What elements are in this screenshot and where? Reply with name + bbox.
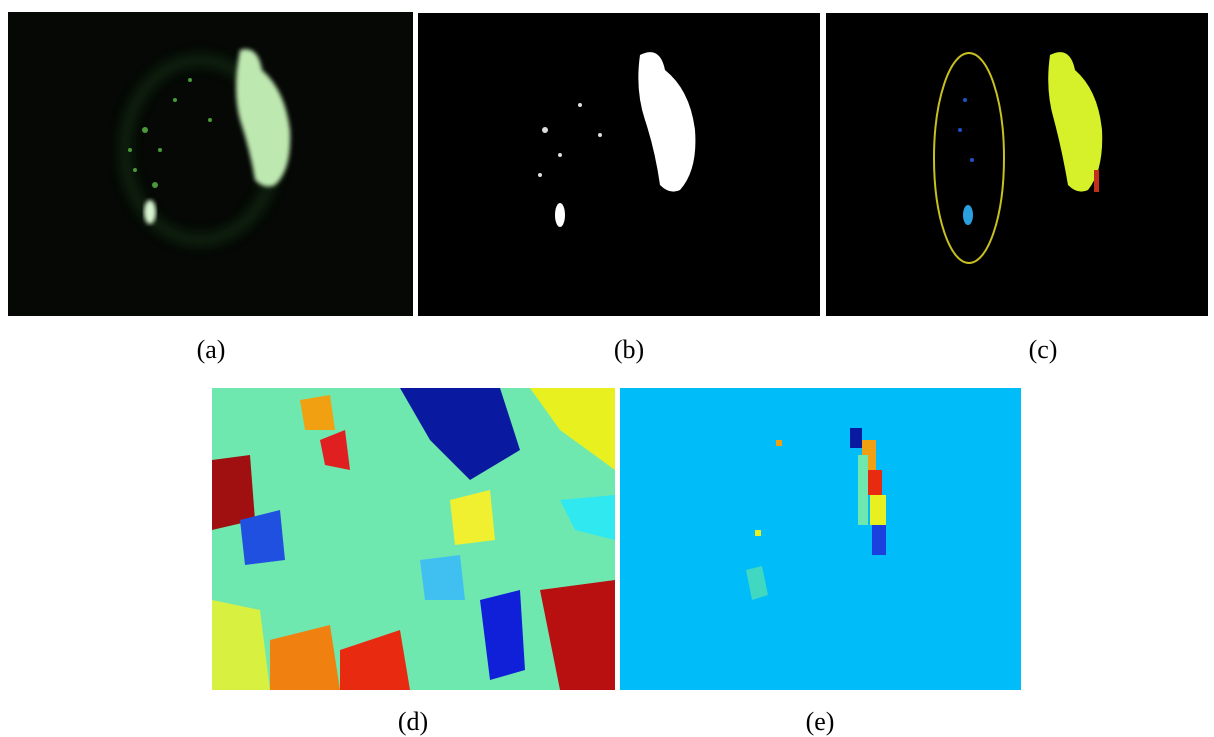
- classified-edge: [1094, 170, 1099, 192]
- segment: [755, 530, 761, 536]
- panel-d: [212, 388, 615, 690]
- segment: [872, 525, 886, 555]
- panel-background: [620, 388, 1021, 690]
- segment: [300, 395, 335, 430]
- panel-background: [826, 13, 1208, 316]
- caption: (e): [806, 707, 835, 736]
- page: (a) (b) (c) (d) (e) (() => { const data …: [0, 0, 1214, 737]
- caption: (c): [1029, 335, 1058, 364]
- panel-e: [620, 388, 1021, 690]
- figure: (a) (b) (c) (d) (e): [0, 0, 1214, 737]
- segment: [868, 470, 882, 495]
- caption: (b): [614, 335, 644, 364]
- segment: [858, 455, 868, 525]
- panel-background: [418, 13, 820, 316]
- panel-c: [826, 13, 1208, 316]
- caption: (d): [398, 707, 428, 736]
- bright-spot: [144, 200, 156, 224]
- classified-spot: [963, 205, 973, 225]
- segment: [850, 428, 862, 448]
- panel-b: [418, 13, 820, 316]
- panel-a: [8, 12, 413, 316]
- segment: [420, 555, 465, 600]
- mask-spot: [555, 203, 565, 227]
- segment: [776, 440, 782, 446]
- segment: [870, 495, 886, 525]
- caption: (a): [197, 335, 226, 364]
